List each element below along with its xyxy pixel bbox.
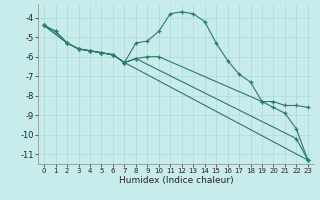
- X-axis label: Humidex (Indice chaleur): Humidex (Indice chaleur): [119, 176, 233, 185]
